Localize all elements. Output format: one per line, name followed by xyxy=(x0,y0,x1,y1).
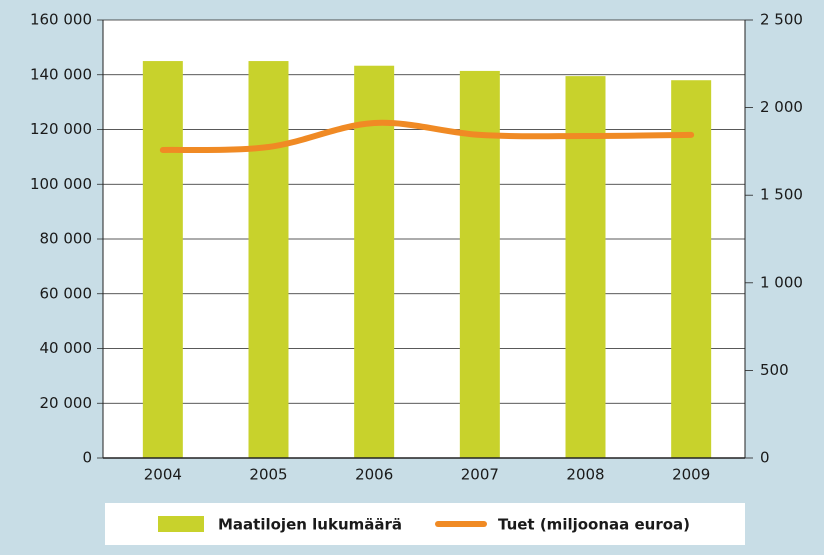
y-tick-label: 160 000 xyxy=(30,11,92,29)
x-tick-label: 2005 xyxy=(249,466,287,484)
x-tick-label: 2004 xyxy=(144,466,182,484)
bar xyxy=(565,76,606,459)
y2-tick-label: 500 xyxy=(760,361,789,379)
x-tick-label: 2009 xyxy=(672,466,710,484)
bar xyxy=(354,65,395,458)
y-tick-label: 140 000 xyxy=(30,65,92,83)
bar xyxy=(142,61,183,458)
y2-tick-label: 1 500 xyxy=(760,186,803,204)
bar xyxy=(671,80,712,458)
x-tick-label: 2008 xyxy=(566,466,604,484)
y-tick-label: 80 000 xyxy=(40,230,93,248)
y2-tick-label: 0 xyxy=(760,449,770,467)
legend-label: Maatilojen lukumäärä xyxy=(218,516,402,534)
x-tick-label: 2007 xyxy=(461,466,499,484)
y-tick-label: 0 xyxy=(82,449,92,467)
y-tick-label: 100 000 xyxy=(30,175,92,193)
legend-box xyxy=(105,503,745,545)
y-tick-label: 120 000 xyxy=(30,120,92,138)
bar xyxy=(248,61,289,458)
line xyxy=(159,119,695,154)
legend-label: Tuet (miljoonaa euroa) xyxy=(498,516,690,534)
y2-tick-label: 2 500 xyxy=(760,11,803,29)
y2-tick-label: 2 000 xyxy=(760,98,803,116)
y-tick-label: 60 000 xyxy=(40,284,93,302)
bar xyxy=(459,70,500,458)
y-tick-label: 40 000 xyxy=(40,339,93,357)
y-tick-label: 20 000 xyxy=(40,394,93,412)
y2-tick-label: 1 000 xyxy=(760,273,803,291)
x-tick-label: 2006 xyxy=(355,466,393,484)
legend-swatch xyxy=(158,516,204,532)
